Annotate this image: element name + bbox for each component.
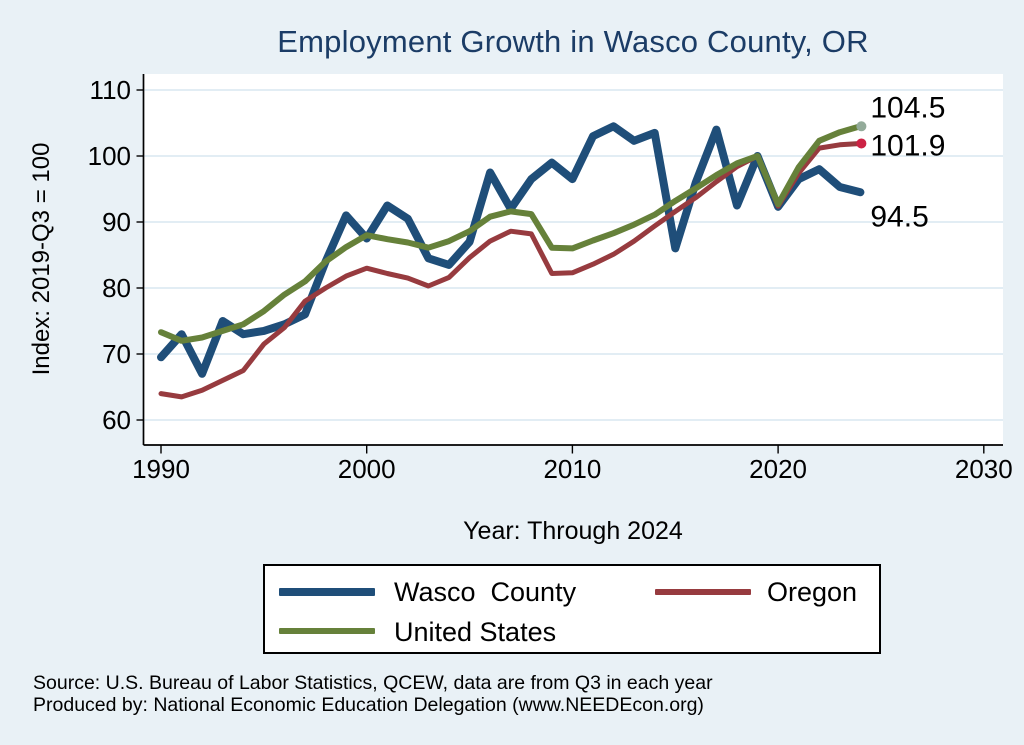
x-tick-label: 2030 <box>955 454 1013 484</box>
legend-swatch-oregon <box>655 589 751 595</box>
legend-label-oregon: Oregon <box>767 577 858 607</box>
chart-title: Employment Growth in Wasco County, OR <box>277 24 869 59</box>
source-line-2: Produced by: National Economic Education… <box>33 694 704 716</box>
legend-swatch-united-states <box>279 628 375 634</box>
end-value-label-wasco-county: 94.5 <box>870 200 928 233</box>
y-tick-label: 80 <box>102 273 131 303</box>
legend-label-wasco-county: Wasco County <box>394 577 577 607</box>
x-tick-label: 2010 <box>543 454 601 484</box>
x-tick-label: 2000 <box>338 454 396 484</box>
end-marker-oregon <box>856 138 867 149</box>
source-line-1: Source: U.S. Bureau of Labor Statistics,… <box>33 672 713 694</box>
x-tick-label: 2020 <box>749 454 807 484</box>
legend-swatch-wasco-county <box>279 588 375 596</box>
legend-label-united-states: United States <box>394 617 557 647</box>
end-value-label-oregon: 101.9 <box>870 129 945 162</box>
x-axis-title: Year: Through 2024 <box>463 517 683 545</box>
y-tick-label: 90 <box>102 207 131 237</box>
plot-area <box>143 74 1003 445</box>
y-tick-label: 70 <box>102 339 131 369</box>
legend: Wasco County Oregon United States <box>263 564 881 654</box>
y-tick-label: 60 <box>102 405 131 435</box>
y-tick-label: 110 <box>90 75 131 105</box>
end-value-label-united-states: 104.5 <box>870 91 945 124</box>
x-tick-label: 1990 <box>132 454 190 484</box>
series-line-united-states <box>158 123 864 344</box>
y-tick-label: 100 <box>88 141 131 171</box>
end-marker-united-states <box>856 121 867 132</box>
